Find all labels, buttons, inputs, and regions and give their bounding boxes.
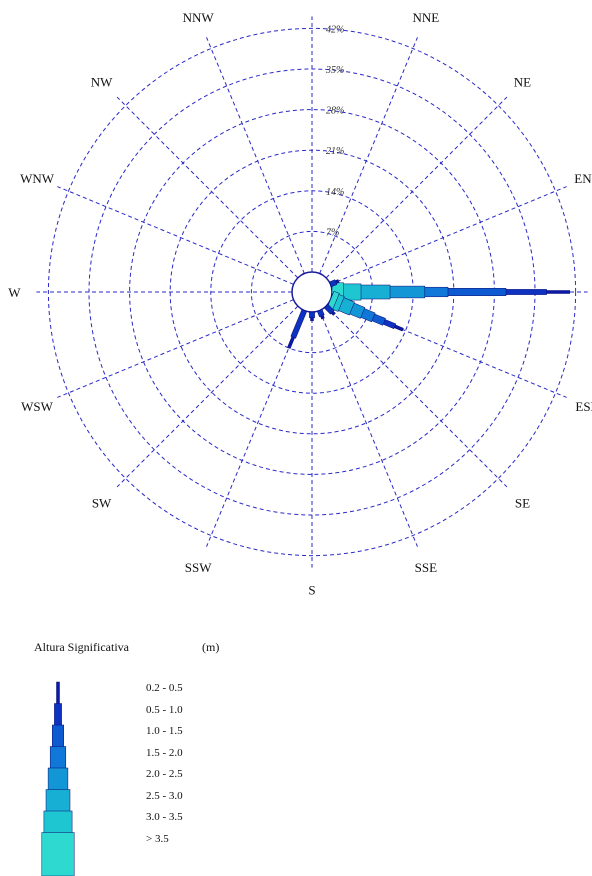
spoke-NNW — [206, 37, 305, 274]
ring-label: 7% — [326, 227, 339, 238]
spoke-SW — [116, 305, 299, 488]
direction-label-wsw: WSW — [21, 399, 54, 414]
direction-label-wnw: WNW — [20, 171, 55, 186]
direction-label-ssw: SSW — [185, 560, 212, 575]
bar-group-ese — [326, 290, 404, 332]
direction-label-ene: ENE — [574, 171, 592, 186]
direction-label-s: S — [308, 583, 315, 598]
ring-label: 42% — [326, 24, 344, 35]
bar-group-ene — [329, 279, 340, 288]
legend-item-label: 1.0 - 1.5 — [146, 725, 183, 737]
legend-item-label: > 3.5 — [146, 832, 169, 845]
legend-staircase — [41, 681, 75, 876]
spoke-ENE — [330, 186, 567, 285]
ring-label: 28% — [326, 106, 344, 117]
spoke-SSE — [319, 310, 418, 547]
bar-s-class-1 — [309, 311, 315, 319]
bar-group-e — [331, 282, 571, 302]
legend-item-label: 3.0 - 3.5 — [146, 811, 183, 823]
direction-labels: NNNENEENEEESESESSESSSWSWWSWWWNWNWNNW — [8, 0, 592, 598]
legend-item-label: 2.5 - 3.0 — [146, 789, 183, 802]
spoke-NW — [116, 96, 299, 279]
legend-step-7 — [41, 832, 75, 876]
direction-label-sse: SSE — [415, 560, 437, 575]
spoke-WSW — [57, 299, 294, 398]
ring-label: 14% — [326, 187, 344, 198]
bar-sse-class-1 — [316, 309, 325, 318]
bar-group-sse — [316, 309, 325, 320]
ring-label: 35% — [325, 65, 344, 76]
bar-ene-class-1 — [329, 279, 338, 288]
direction-label-nnw: NNW — [183, 10, 215, 25]
direction-label-n: N — [307, 0, 317, 2]
legend-item-label: 2.0 - 2.5 — [146, 768, 183, 780]
legend-unit: (m) — [202, 640, 220, 654]
polar-grid — [36, 16, 588, 568]
bar-group-ssw — [287, 309, 308, 349]
spoke-NNE — [319, 37, 418, 274]
grid-ring-42 — [47, 27, 577, 557]
ring-label: 21% — [326, 146, 344, 157]
spoke-NE — [325, 96, 508, 279]
legend-item-label: 1.5 - 2.0 — [146, 746, 183, 759]
direction-label-sw: SW — [92, 495, 112, 510]
frequency-bars — [287, 279, 571, 349]
bar-group-se — [323, 303, 336, 316]
bar-se-class-1 — [323, 303, 335, 315]
wind-rose-chart: NNNENEENEEESESESSESSSWSWWSWWWNWNWNNW 7%1… — [8, 0, 592, 598]
legend-title: Altura Significativa — [34, 640, 129, 654]
spoke-SSW — [206, 310, 305, 547]
direction-label-w: W — [8, 285, 21, 300]
direction-label-nne: NNE — [413, 10, 440, 25]
ring-labels: 7% 14% 21% 28% 35% 42% — [325, 24, 344, 238]
direction-label-ese: ESE — [575, 399, 592, 414]
bar-ssw-class-1 — [290, 309, 308, 339]
spoke-SE — [325, 305, 508, 488]
bar-group-s — [309, 311, 315, 321]
legend: Altura Significativa (m) 0.2 - 0.5 0.5 - … — [0, 630, 592, 876]
legend-item-label: 0.2 - 0.5 — [146, 682, 183, 694]
direction-label-ne: NE — [514, 75, 531, 90]
legend-item-label: 0.5 - 1.0 — [146, 703, 183, 716]
direction-label-nw: NW — [91, 75, 113, 90]
spoke-WNW — [57, 186, 294, 285]
direction-label-se: SE — [515, 495, 530, 510]
